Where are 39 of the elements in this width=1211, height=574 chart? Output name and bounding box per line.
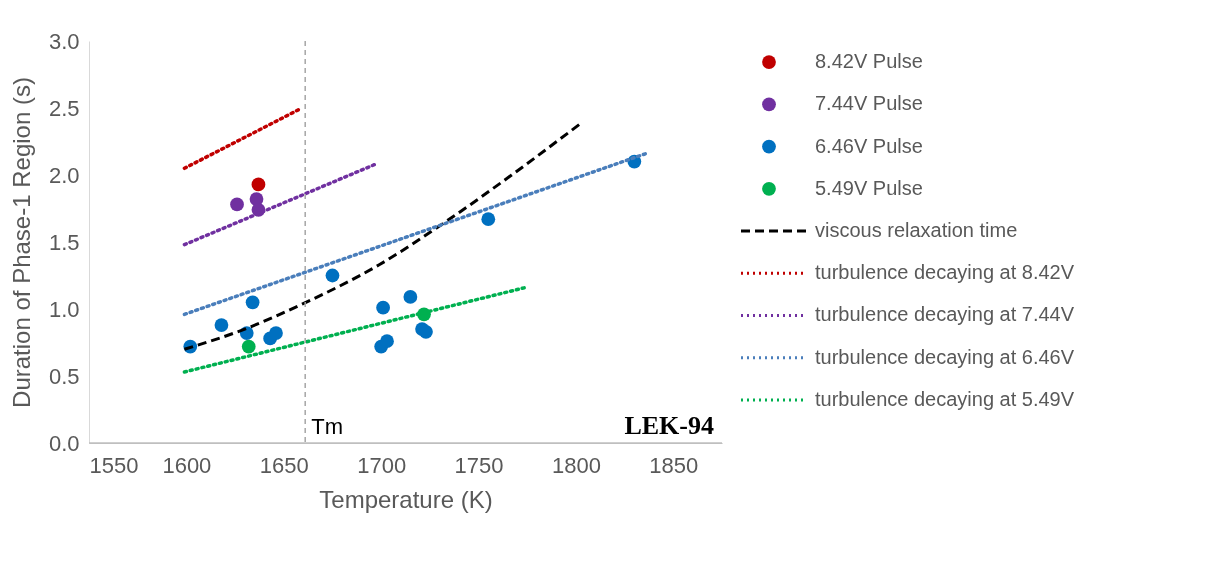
point <box>214 318 229 332</box>
y-tick-label: 1.0 <box>48 296 80 322</box>
point <box>245 295 260 310</box>
ref-line-label: Tm <box>311 414 343 439</box>
point <box>251 177 266 192</box>
y-tick-label: 0.5 <box>48 363 80 389</box>
y-tick-label: 2.5 <box>48 95 80 121</box>
y-axis-title: Duration of Phase-1 Region (s) <box>7 77 35 408</box>
legend-label: 8.42V Pulse <box>815 50 923 73</box>
x-tick-label: 1850 <box>649 452 699 478</box>
point <box>403 290 418 304</box>
annotation: LEK-94 <box>624 411 714 440</box>
legend-label: turbulence decaying at 8.42V <box>815 261 1075 284</box>
x-tick-label: 1750 <box>454 452 504 478</box>
y-tick-label: 3.0 <box>48 28 80 54</box>
x-tick-label: 1700 <box>357 452 407 478</box>
legend-label: viscous relaxation time <box>815 219 1018 241</box>
point <box>269 326 283 340</box>
y-tick-label: 0.0 <box>48 430 80 456</box>
legend-label: turbulence decaying at 6.46V <box>815 345 1075 368</box>
point <box>325 268 340 283</box>
x-tick-label: 1550 <box>89 452 139 478</box>
legend-label: 7.44V Pulse <box>815 92 923 115</box>
point <box>241 339 256 354</box>
x-tick-label: 1650 <box>259 452 309 478</box>
y-tick-label: 1.5 <box>48 229 80 255</box>
point <box>481 212 496 227</box>
x-tick-label: 1600 <box>162 452 212 478</box>
point <box>419 324 433 339</box>
legend-label: turbulence decaying at 5.49V <box>815 387 1075 410</box>
legend-label: turbulence decaying at 7.44V <box>815 303 1075 326</box>
point <box>376 300 390 315</box>
y-tick-label: 2.0 <box>48 162 80 188</box>
x-tick-label: 1800 <box>551 452 601 478</box>
point <box>380 334 394 349</box>
legend-label: 6.46V Pulse <box>815 134 923 157</box>
x-axis-title: Temperature (K) <box>319 485 493 513</box>
point <box>230 197 244 212</box>
legend-label: 5.49V Pulse <box>815 176 923 199</box>
